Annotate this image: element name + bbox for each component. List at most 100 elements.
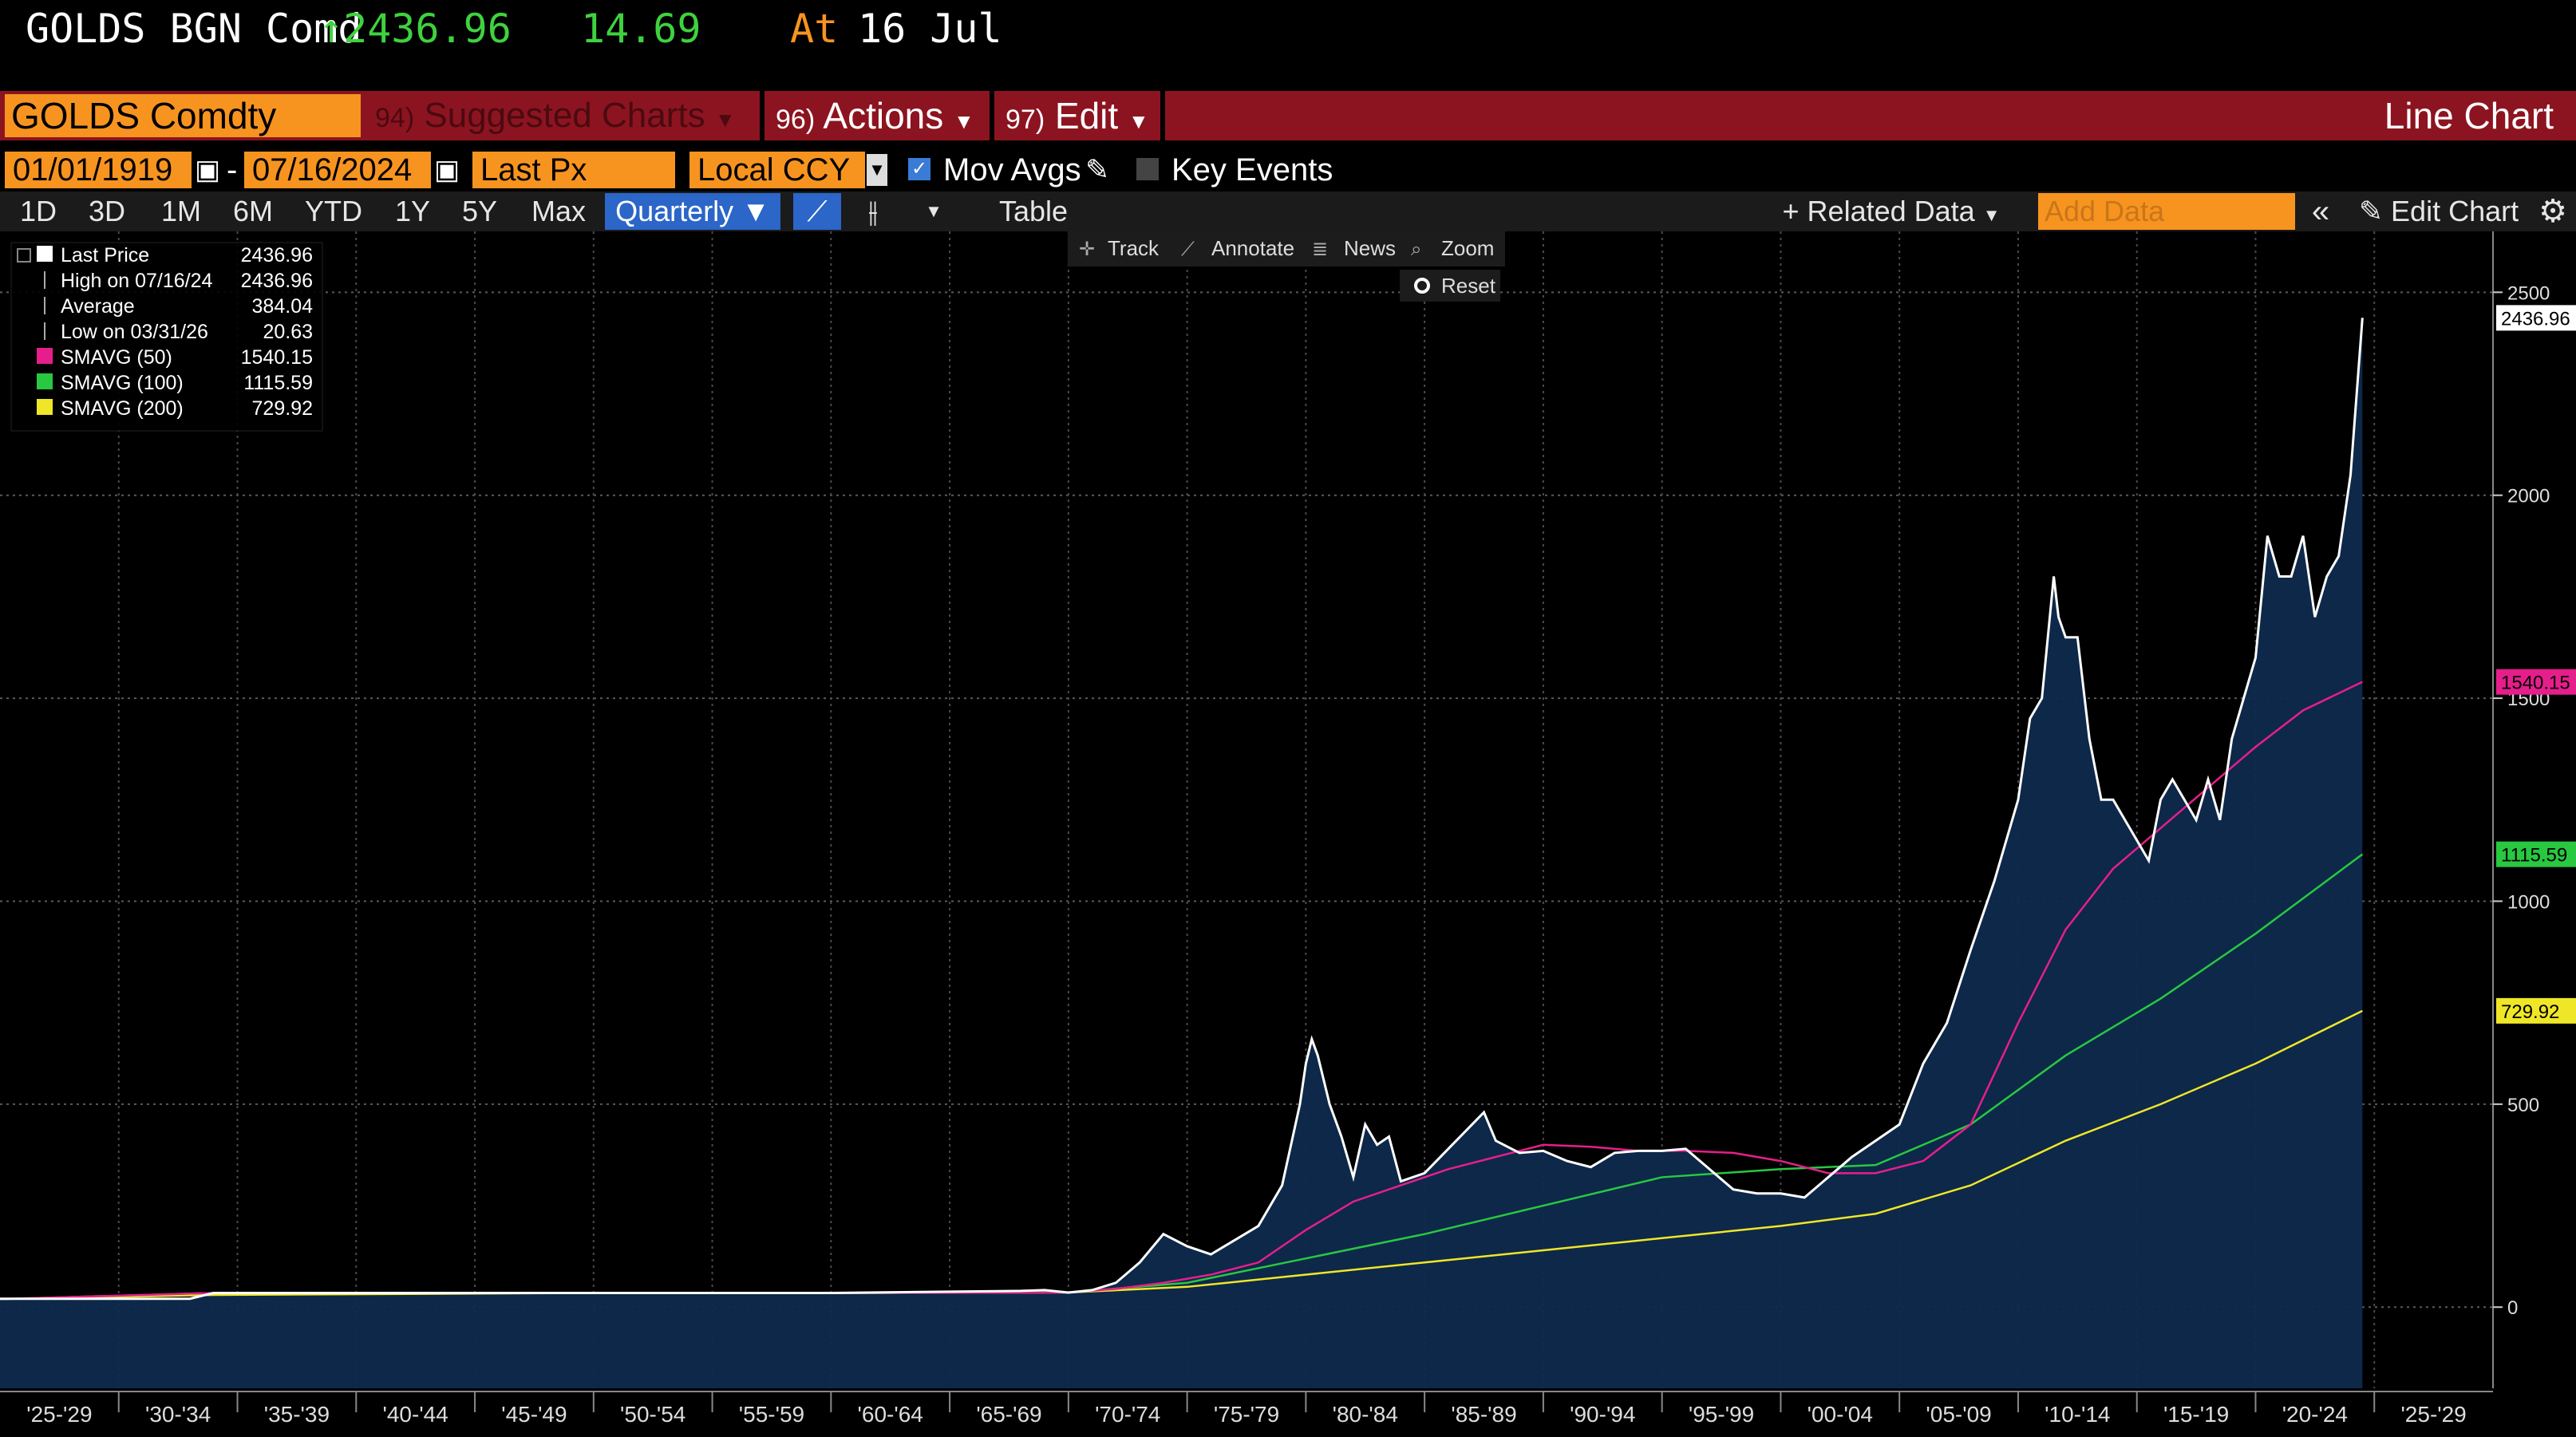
period-6m[interactable]: 6M — [232, 195, 273, 227]
divider — [760, 91, 765, 140]
at-label: At — [790, 6, 839, 52]
zoom-button[interactable]: Zoom — [1441, 236, 1494, 260]
y-tick-label: 0 — [2507, 1297, 2518, 1319]
legend-value: 2436.96 — [241, 244, 313, 266]
gear-icon[interactable]: ⚙ — [2538, 194, 2567, 229]
x-tick-label: '30-'34 — [145, 1402, 211, 1427]
x-tick-label: '55-'59 — [739, 1402, 804, 1427]
collapse-icon[interactable]: « — [2311, 194, 2330, 229]
x-tick-label: '45-'49 — [501, 1402, 567, 1427]
x-tick-label: '60-'64 — [858, 1402, 923, 1427]
y-tick-label: 1000 — [2507, 891, 2550, 913]
period-1m[interactable]: 1M — [160, 195, 201, 227]
key-events-checkbox[interactable] — [1136, 158, 1159, 180]
legend-swatch — [37, 399, 53, 415]
related-data-menu[interactable]: + Related Data ▼ — [1772, 193, 2011, 230]
legend-label: SMAVG (50) — [61, 346, 172, 369]
mov-avgs-checkbox[interactable]: ✓ — [908, 158, 930, 180]
x-tick-label: '00-'04 — [1808, 1402, 1873, 1427]
mov-avgs-label: Mov Avgs — [943, 152, 1081, 188]
x-tick-label: '05-'09 — [1926, 1402, 1991, 1427]
legend-value: 2436.96 — [241, 270, 313, 292]
legend-collapse-icon[interactable] — [17, 248, 31, 263]
x-tick-label: '25-'29 — [26, 1402, 92, 1427]
period-ytd[interactable]: YTD — [305, 195, 362, 227]
x-tick-label: '65-'69 — [976, 1402, 1041, 1427]
chevron-down-icon: ▼ — [954, 109, 974, 133]
search-icon[interactable]: ⌕ — [1411, 239, 1421, 260]
line-chart-icon[interactable]: ⟋ — [793, 193, 841, 230]
triangle-down-icon: ▼ — [741, 195, 770, 227]
currency-selector[interactable]: Local CCY — [689, 152, 865, 188]
suggested-label: Suggested Charts — [424, 96, 705, 135]
chart-type-label: Line Chart — [2384, 95, 2554, 136]
calendar-icon[interactable]: ▣ — [195, 155, 221, 185]
legend-value: 384.04 — [252, 295, 314, 318]
legend-label: Low on 03/31/26 — [61, 321, 208, 343]
command-bar: GOLDS Comdty 94) Suggested Charts ▼ 96) … — [0, 91, 2576, 140]
legend-swatch — [37, 373, 53, 389]
edit-menu[interactable]: 97) Edit ▼ — [1006, 94, 1149, 137]
divider — [990, 91, 994, 140]
x-tick-label: '40-'44 — [383, 1402, 448, 1427]
start-date-field[interactable]: 01/01/1919 — [5, 152, 192, 188]
last-value-tag-text: 1540.15 — [2501, 673, 2570, 694]
suggested-charts-menu[interactable]: 94) Suggested Charts ▼ — [375, 94, 736, 137]
reset-button[interactable]: Reset — [1441, 274, 1496, 298]
x-tick-label: '35-'39 — [264, 1402, 330, 1427]
chart-panel: 0 500 1000 1500 2000 2500 '25-'29'30-'34'35-'… — [0, 231, 2576, 1433]
news-icon[interactable]: ≣ — [1312, 239, 1328, 260]
legend-swatch — [37, 246, 53, 262]
reset-icon[interactable] — [1414, 278, 1430, 294]
edit-label: Edit — [1054, 95, 1119, 136]
crosshair-icon[interactable]: ✛ — [1079, 239, 1095, 260]
track-button[interactable]: Track — [1108, 236, 1160, 260]
x-tick-label: '20-'24 — [2282, 1402, 2348, 1427]
period-1y[interactable]: 1Y — [394, 195, 431, 227]
x-tick-label: '90-'94 — [1570, 1402, 1635, 1427]
key-events-label: Key Events — [1171, 152, 1333, 188]
end-date-field[interactable]: 07/16/2024 — [244, 152, 431, 188]
range-bar: 01/01/1919 ▣ - 07/16/2024 ▣ Last Px Loca… — [0, 147, 2576, 191]
bar-chart-icon[interactable]: ⫲ — [868, 195, 878, 227]
x-tick-label: '95-'99 — [1689, 1402, 1754, 1427]
quote-date: 16 Jul — [858, 6, 1002, 52]
chart-toolbar: 1D 3D 1M 6M YTD 1Y 5Y Max Quarterly ▼ ⟋ … — [0, 191, 2576, 231]
legend-label: Last Price — [61, 244, 149, 266]
y-tick-label: 2000 — [2507, 486, 2550, 507]
pencil-icon[interactable]: ✎ — [1085, 153, 1110, 186]
field-selector[interactable]: Last Px — [472, 152, 675, 188]
chevron-down-icon: ▼ — [1128, 109, 1149, 133]
x-tick-label: '75-'79 — [1214, 1402, 1279, 1427]
annotate-icon[interactable]: ⟋ — [1181, 239, 1195, 260]
plus-icon: + — [1782, 195, 1800, 227]
last-price: ↑2436.96 — [319, 6, 512, 52]
table-button[interactable]: Table — [998, 195, 1069, 227]
frequency-label: Quarterly — [615, 195, 734, 227]
chevron-down-icon[interactable]: ▼ — [867, 154, 887, 186]
period-1d[interactable]: 1D — [19, 195, 57, 227]
news-button[interactable]: News — [1344, 236, 1396, 260]
chevron-down-icon[interactable]: ▼ — [925, 201, 942, 221]
pencil-icon: ✎ — [2358, 195, 2384, 227]
annotate-button[interactable]: Annotate — [1211, 236, 1294, 260]
calendar-icon[interactable]: ▣ — [434, 155, 460, 185]
frequency-selector[interactable]: Quarterly ▼ — [605, 193, 780, 230]
add-data-input[interactable]: Add Data — [2038, 193, 2295, 230]
security-field[interactable]: GOLDS Comdty — [5, 94, 361, 137]
related-data-label: Related Data — [1807, 195, 1975, 227]
quote-bar: GOLDS BGN Comd ↑2436.96 14.69 At 16 Jul — [0, 0, 2576, 88]
period-max[interactable]: Max — [531, 195, 586, 227]
actions-menu[interactable]: 96) Actions ▼ — [776, 94, 974, 137]
period-3d[interactable]: 3D — [88, 195, 126, 227]
legend: Last Price 2436.96 High on 07/16/24 2436.96… — [10, 242, 323, 432]
period-5y[interactable]: 5Y — [461, 195, 498, 227]
last-value-tag — [2496, 997, 2576, 1024]
legend-swatch — [37, 348, 53, 364]
last-value-tag-text: 1115.59 — [2501, 845, 2567, 867]
edit-chart-button[interactable]: ✎ Edit Chart — [2351, 193, 2527, 230]
x-tick-label: '50-'54 — [620, 1402, 685, 1427]
x-tick-label: '15-'19 — [2163, 1402, 2229, 1427]
